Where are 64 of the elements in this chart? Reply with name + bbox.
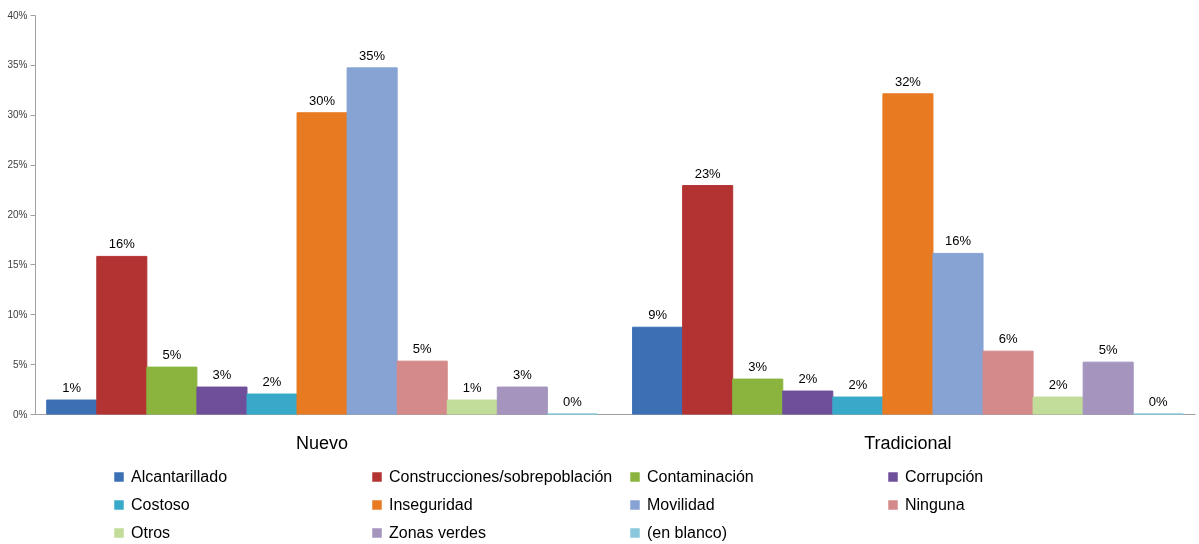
bar <box>732 378 784 415</box>
legend-label: Contaminación <box>647 468 754 485</box>
bar <box>1082 361 1134 415</box>
data-label: 35% <box>359 47 386 63</box>
bar <box>682 185 734 415</box>
data-label: 1% <box>462 380 483 396</box>
bar <box>496 386 548 415</box>
bar <box>882 93 934 415</box>
data-label: 9% <box>648 307 668 323</box>
y-tick-label: 10% <box>7 308 28 320</box>
data-label: 3% <box>512 367 533 383</box>
bar <box>246 393 298 415</box>
data-label: 5% <box>1098 342 1119 358</box>
bar <box>346 67 398 415</box>
data-label: 5% <box>162 347 182 363</box>
legend-label: Otros <box>131 524 171 541</box>
legend-label: Movilidad <box>647 496 715 513</box>
y-tick-label: 30% <box>7 109 28 121</box>
y-tick-label: 0% <box>13 408 28 420</box>
data-label: 3% <box>748 359 768 375</box>
data-label: 0% <box>1148 394 1169 409</box>
data-label: 6% <box>998 331 1018 347</box>
y-tick-label: 25% <box>7 159 28 171</box>
bar <box>1032 396 1084 415</box>
data-label: 16% <box>944 233 972 249</box>
y-tick-label: 40% <box>7 9 28 21</box>
x-tick-label: Tradicional <box>864 432 952 453</box>
y-tick-label: 20% <box>7 209 28 220</box>
bar <box>46 399 98 415</box>
legend-label: Corrupción <box>905 468 984 485</box>
bar <box>782 390 834 415</box>
legend-label: Inseguridad <box>389 496 473 513</box>
y-tick-label: 5% <box>13 358 28 370</box>
data-label: 16% <box>108 236 136 252</box>
data-label: 2% <box>262 374 282 390</box>
y-tick-label: 35% <box>7 59 28 71</box>
legend-label: Alcantarillado <box>131 468 228 485</box>
x-tick-label: Nuevo <box>296 432 349 453</box>
legend-label: Ninguna <box>905 496 965 513</box>
bar <box>146 366 198 415</box>
data-label: 1% <box>62 380 82 396</box>
legend-label: (en blanco) <box>647 524 728 541</box>
bar <box>832 396 884 415</box>
data-label: 5% <box>412 341 433 357</box>
data-label: 2% <box>1048 377 1068 393</box>
data-label: 2% <box>848 377 868 393</box>
y-tick-label: 15% <box>7 258 28 270</box>
legend-label: Construcciones/sobrepoblación <box>389 468 613 485</box>
bar <box>396 360 448 415</box>
bar <box>296 112 348 415</box>
bar <box>632 326 684 415</box>
data-label: 32% <box>894 73 922 89</box>
data-label: 2% <box>798 371 818 387</box>
legend-label: Costoso <box>131 496 190 513</box>
bar <box>982 350 1034 415</box>
data-label: 0% <box>562 394 583 409</box>
data-label: 23% <box>694 165 722 181</box>
bar <box>196 386 248 415</box>
bar <box>932 252 984 415</box>
legend-label: Zonas verdes <box>389 524 486 541</box>
data-label: 3% <box>212 367 232 383</box>
data-label: 30% <box>309 92 336 108</box>
bar <box>446 399 498 415</box>
bar <box>96 255 148 415</box>
